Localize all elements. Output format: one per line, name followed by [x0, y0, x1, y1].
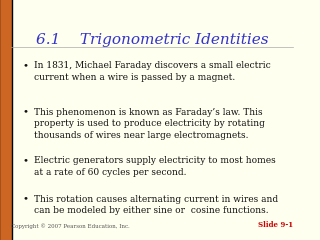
- Text: This phenomenon is known as Faraday’s law. This
property is used to produce elec: This phenomenon is known as Faraday’s la…: [34, 108, 265, 140]
- Text: Slide 9-1: Slide 9-1: [258, 221, 293, 229]
- Text: Electric generators supply electricity to most homes
at a rate of 60 cycles per : Electric generators supply electricity t…: [34, 156, 276, 177]
- Text: In 1831, Michael Faraday discovers a small electric
current when a wire is passe: In 1831, Michael Faraday discovers a sma…: [34, 61, 271, 82]
- Text: •: •: [22, 195, 28, 204]
- Text: •: •: [22, 61, 28, 70]
- Text: This rotation causes alternating current in wires and
can be modeled by either s: This rotation causes alternating current…: [34, 195, 278, 216]
- Text: Copyright © 2007 Pearson Education, Inc.: Copyright © 2007 Pearson Education, Inc.: [11, 223, 130, 229]
- Text: •: •: [22, 156, 28, 165]
- Text: 6.1    Trigonometric Identities: 6.1 Trigonometric Identities: [36, 33, 268, 47]
- FancyBboxPatch shape: [0, 0, 12, 240]
- Text: •: •: [22, 108, 28, 117]
